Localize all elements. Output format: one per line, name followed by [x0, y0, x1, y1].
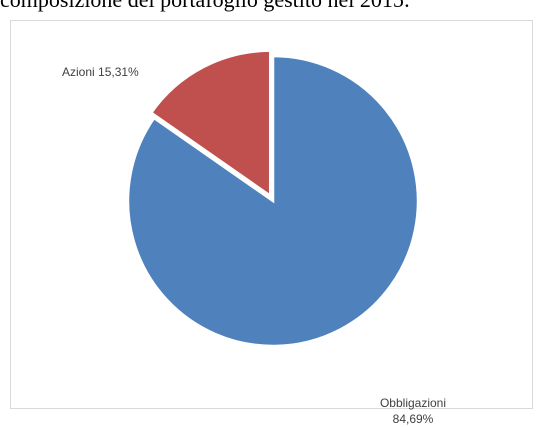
- pie-slice-obbligazioni: [126, 54, 420, 348]
- page-caption: composizione del portafoglio gestito nel…: [0, 0, 540, 13]
- data-label-azioni-name: Azioni: [62, 65, 95, 79]
- data-label-obbligazioni: Obbligazioni 84,69%: [368, 395, 458, 427]
- data-label-azioni-value: 15,31%: [98, 65, 139, 79]
- pie-chart: Azioni 15,31% Obbligazioni 84,69%: [10, 20, 533, 426]
- data-label-azioni: Azioni 15,31%: [62, 64, 139, 80]
- data-label-obbligazioni-name: Obbligazioni: [379, 396, 447, 410]
- pie-svg: [126, 49, 420, 348]
- pie-slice-azioni: [149, 49, 272, 199]
- data-label-obbligazioni-value: 84,69%: [392, 412, 434, 426]
